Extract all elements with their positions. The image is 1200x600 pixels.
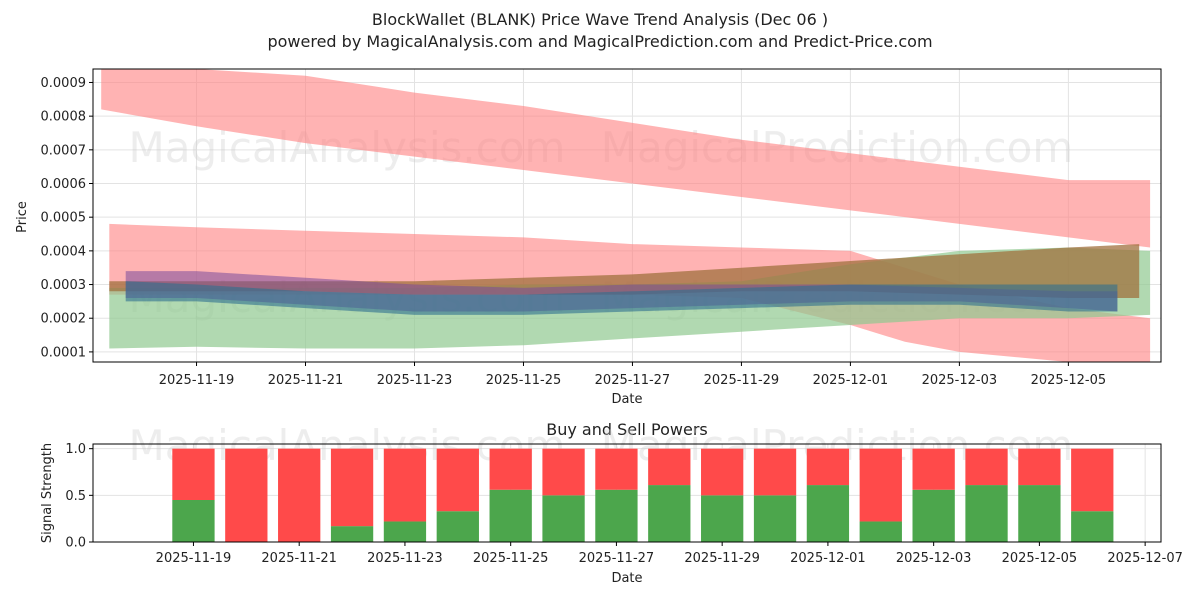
bottom-x-tick-label: 2025-11-19 [156, 551, 232, 566]
buy-bar [172, 500, 215, 542]
top-x-tick-label: 2025-11-19 [159, 373, 235, 388]
sell-bar [542, 448, 585, 496]
bottom-x-tick-label: 2025-11-23 [367, 551, 443, 566]
sell-bar [965, 448, 1008, 486]
buy-bar [383, 521, 427, 542]
sell-bar [912, 448, 955, 490]
bottom-x-tick-label: 2025-11-25 [473, 551, 549, 566]
sell-bar [859, 448, 902, 522]
top-y-tick-label: 0.0001 [41, 345, 87, 360]
bottom-x-ticks: 2025-11-19 2025-11-21 2025-11-23 2025-11-25… [156, 542, 1183, 566]
buy-bar [912, 489, 955, 542]
bottom-x-tick-label: 2025-12-01 [790, 551, 866, 566]
bottom-x-tick-label: 2025-11-29 [684, 551, 760, 566]
buy-bar [701, 495, 744, 542]
top-y-tick-label: 0.0005 [41, 211, 87, 226]
band-upper-red-band [101, 69, 1151, 248]
buy-bar [489, 489, 532, 542]
top-x-tick-label: 2025-12-03 [922, 373, 998, 388]
sell-bar [1071, 448, 1114, 512]
sell-bar [225, 448, 268, 542]
top-x-tick-label: 2025-11-29 [704, 373, 780, 388]
top-y-tick-label: 0.0002 [41, 312, 87, 327]
sell-bar [1018, 448, 1061, 486]
buy-bar [1071, 511, 1114, 542]
bottom-y-tick-label: 0.5 [65, 489, 86, 504]
buy-bar [965, 485, 1008, 542]
top-y-tick-label: 0.0006 [41, 177, 87, 192]
chart-title: BlockWallet (BLANK) Price Wave Trend Ana… [372, 10, 828, 29]
bottom-x-tick-label: 2025-12-03 [896, 551, 972, 566]
sell-bar [648, 448, 691, 486]
bottom-y-ticks: 0.0 0.5 1.0 [65, 442, 93, 551]
buy-bar [542, 495, 585, 542]
top-y-tick-label: 0.0003 [41, 278, 87, 293]
bottom-y-tick-label: 0.0 [65, 536, 86, 551]
bottom-x-tick-label: 2025-11-27 [579, 551, 655, 566]
top-y-axis-label: Price [15, 201, 30, 233]
top-x-tick-label: 2025-12-05 [1031, 373, 1107, 388]
band-teal-wave-band [125, 281, 1118, 315]
buy-bar [1018, 485, 1061, 542]
top-x-tick-label: 2025-11-27 [595, 373, 671, 388]
top-y-tick-label: 0.0007 [41, 143, 87, 158]
buy-bar [330, 526, 374, 542]
sell-bar [383, 448, 427, 522]
bottom-x-axis-label: Date [611, 571, 642, 586]
signal-bars [172, 448, 1114, 542]
buy-bar [753, 495, 797, 542]
price-bands [101, 69, 1151, 362]
sell-bar [330, 448, 374, 527]
bottom-chart-title: Buy and Sell Powers [546, 420, 708, 439]
bottom-y-tick-label: 1.0 [65, 442, 86, 457]
top-x-axis-label: Date [611, 392, 642, 407]
buy-bar [648, 485, 691, 542]
sell-bar [753, 448, 797, 496]
top-x-tick-label: 2025-11-23 [377, 373, 453, 388]
bottom-y-axis-label: Signal Strength [40, 443, 55, 543]
buy-bar [806, 485, 850, 542]
sell-bar [172, 448, 215, 500]
sell-bar [595, 448, 638, 490]
sell-bar [489, 448, 532, 490]
chart-subtitle: powered by MagicalAnalysis.com and Magic… [267, 32, 932, 51]
top-plot-frame [92, 68, 1162, 363]
top-x-tick-label: 2025-12-01 [813, 373, 889, 388]
sell-bar [806, 448, 850, 486]
bottom-x-tick-label: 2025-12-07 [1107, 551, 1183, 566]
buy-bar [436, 511, 479, 542]
bottom-x-tick-label: 2025-12-05 [1002, 551, 1078, 566]
top-y-tick-label: 0.0004 [41, 244, 87, 259]
sell-bar [278, 448, 321, 542]
bottom-plot-frame [92, 443, 1162, 543]
buy-bar [859, 521, 902, 542]
top-y-ticks: 0.0001 0.0002 0.0003 0.0004 0.0005 0.0006 0.00… [41, 76, 93, 360]
top-x-tick-label: 2025-11-21 [268, 373, 344, 388]
top-x-tick-label: 2025-11-25 [486, 373, 562, 388]
sell-bar [436, 448, 479, 512]
sell-bar [701, 448, 744, 496]
buy-bar [595, 489, 638, 542]
top-y-tick-label: 0.0008 [41, 110, 87, 125]
top-y-tick-label: 0.0009 [41, 76, 87, 91]
top-x-ticks: 2025-11-19 2025-11-21 2025-11-23 2025-11-25… [159, 362, 1106, 388]
bottom-x-tick-label: 2025-11-21 [261, 551, 337, 566]
